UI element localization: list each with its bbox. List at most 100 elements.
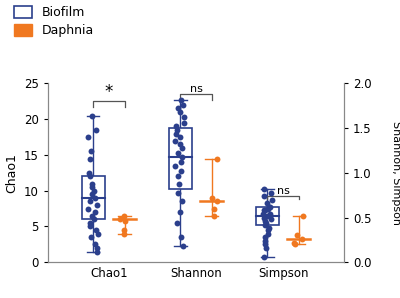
Point	[87, 224, 93, 229]
Point	[181, 120, 188, 125]
Legend: Biofilm, Daphnia: Biofilm, Daphnia	[14, 6, 94, 37]
Point	[264, 206, 271, 211]
Point	[87, 199, 93, 204]
Point	[209, 195, 215, 200]
Point	[300, 213, 306, 218]
Point	[179, 145, 185, 150]
Point	[262, 222, 268, 227]
Point	[85, 206, 92, 211]
Point	[93, 228, 100, 232]
Point	[292, 242, 298, 247]
Point	[121, 228, 127, 232]
Point	[267, 204, 273, 209]
Point	[261, 208, 267, 213]
Point	[92, 242, 98, 247]
Point	[213, 156, 220, 161]
Point	[291, 240, 297, 245]
Point	[262, 235, 268, 240]
Point	[262, 208, 268, 213]
Point	[85, 135, 91, 139]
Point	[120, 231, 127, 236]
Point	[89, 213, 96, 218]
Point	[94, 249, 100, 254]
Point	[89, 113, 96, 118]
Point	[264, 213, 270, 218]
Point	[265, 228, 272, 232]
Point	[94, 246, 100, 250]
Point	[89, 192, 96, 197]
Point	[210, 213, 217, 218]
Point	[88, 149, 94, 154]
Point	[174, 128, 180, 132]
Point	[267, 212, 273, 216]
Point	[260, 254, 267, 259]
Point	[263, 221, 270, 225]
Point	[266, 226, 272, 231]
Point	[86, 170, 92, 175]
Text: ns: ns	[190, 84, 202, 94]
Point	[177, 110, 184, 114]
Point	[260, 212, 266, 216]
Point	[94, 203, 100, 207]
Point	[181, 115, 188, 120]
Point	[261, 187, 268, 191]
Point	[176, 210, 183, 215]
Point	[268, 217, 274, 222]
Text: *: *	[105, 83, 113, 101]
Point	[178, 160, 184, 164]
Point	[86, 221, 93, 225]
Point	[178, 169, 184, 173]
Point	[262, 219, 268, 224]
Point	[175, 151, 181, 156]
Point	[262, 246, 269, 250]
Point	[178, 97, 184, 102]
Point	[179, 154, 185, 159]
Point	[265, 204, 272, 209]
Point	[214, 199, 220, 204]
Point	[116, 217, 123, 222]
Point	[92, 210, 98, 215]
Point	[268, 190, 274, 195]
Point	[179, 103, 186, 107]
Point	[90, 188, 97, 193]
Point	[262, 242, 268, 247]
Bar	[256, 207, 279, 225]
Point	[175, 174, 181, 179]
Point	[95, 231, 101, 236]
Point	[176, 135, 183, 139]
Point	[180, 244, 186, 249]
Point	[88, 181, 95, 186]
Point	[91, 217, 97, 222]
Point	[262, 238, 268, 243]
Point	[261, 215, 267, 220]
Point	[88, 235, 94, 240]
Point	[211, 206, 217, 211]
Point	[121, 213, 127, 218]
Y-axis label: Shannon, Simpson: Shannon, Simpson	[391, 121, 400, 225]
Bar	[82, 176, 104, 219]
Bar	[169, 128, 192, 189]
Point	[178, 235, 184, 240]
Point	[261, 194, 268, 198]
Point	[172, 131, 179, 136]
Point	[92, 195, 98, 200]
Y-axis label: Chao1: Chao1	[6, 153, 18, 193]
Text: ns: ns	[277, 186, 290, 196]
Point	[175, 190, 181, 195]
Point	[122, 218, 128, 223]
Point	[175, 106, 181, 111]
Point	[268, 197, 275, 202]
Point	[294, 233, 300, 238]
Point	[176, 181, 183, 186]
Point	[172, 163, 178, 168]
Point	[299, 237, 305, 241]
Point	[265, 231, 272, 236]
Point	[172, 138, 179, 143]
Point	[173, 124, 180, 129]
Point	[179, 199, 186, 204]
Point	[177, 142, 183, 147]
Point	[264, 201, 270, 206]
Point	[92, 128, 99, 132]
Point	[174, 221, 180, 225]
Point	[87, 174, 93, 179]
